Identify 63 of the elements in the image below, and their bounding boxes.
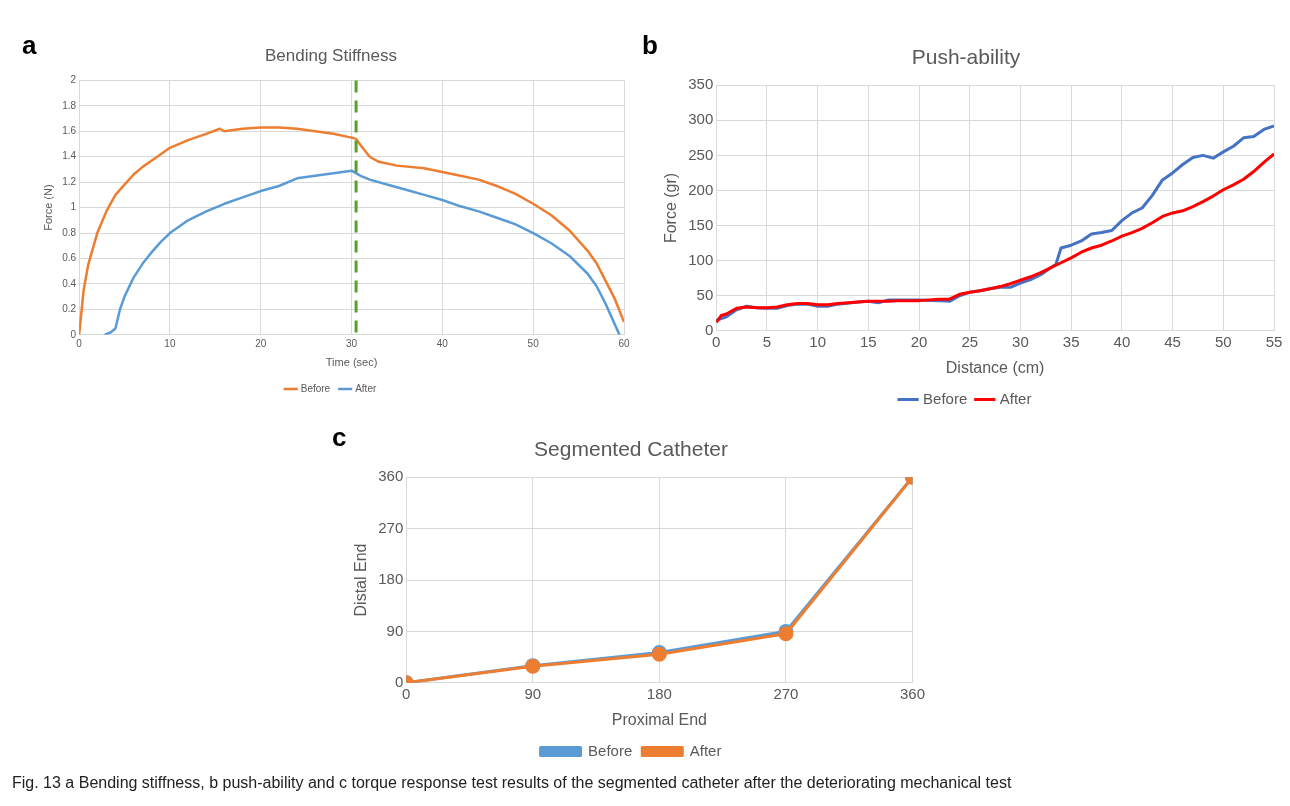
x-axis-title: Distance (cm) — [945, 358, 1045, 376]
x-axis-title: Time (sec) — [325, 356, 378, 369]
y-axis-title: Force (gr) — [662, 172, 680, 244]
text: b — [642, 30, 658, 61]
x-tick-label: 25 — [961, 332, 979, 350]
y-tick-label: 2 — [70, 74, 77, 86]
y-tick-label: 1.4 — [62, 150, 77, 162]
caption: Fig. 13 a Bending stiffness, b push-ability and c torque response test results of the segmented catheter after the deteriorating mechanical test — [12, 774, 1012, 792]
legend-label: After — [689, 741, 722, 759]
x-tick-label: 40 — [1113, 332, 1131, 350]
x-tick-label: 90 — [524, 684, 542, 702]
chart-title: Bending Stiffness — [265, 45, 397, 65]
text: a — [22, 30, 37, 61]
y-tick-label: 250 — [688, 145, 714, 163]
x-tick-label: 15 — [860, 332, 877, 350]
x-tick-label: 50 — [527, 337, 540, 349]
y-tick-label: 1.2 — [62, 175, 77, 187]
x-tick-label: 40 — [436, 337, 449, 349]
y-tick-label: 50 — [696, 285, 714, 303]
y-axis-title: Distal End — [352, 543, 370, 617]
y-tick-label: 0.2 — [62, 303, 77, 315]
legend-label: Before — [588, 741, 633, 759]
y-tick-label: 180 — [378, 570, 404, 588]
legend-label: After — [999, 389, 1032, 407]
y-tick-label: 1.6 — [62, 125, 77, 137]
x-tick-label: 30 — [345, 337, 358, 349]
y-tick-label: 150 — [688, 215, 714, 233]
chart-title: Push-ability — [911, 45, 1021, 69]
y-tick-label: 200 — [688, 180, 714, 198]
x-tick-label: 5 — [762, 332, 772, 350]
x-tick-label: 45 — [1164, 332, 1181, 350]
x-tick-label: 10 — [164, 337, 176, 349]
x-tick-label: 50 — [1214, 332, 1232, 350]
y-tick-label: 90 — [386, 621, 404, 639]
x-tick-label: 270 — [773, 684, 799, 702]
y-tick-label: 360 — [378, 467, 404, 485]
legend-label: After — [355, 382, 377, 394]
y-tick-label: 0.6 — [62, 252, 77, 264]
x-tick-label: 20 — [910, 332, 928, 350]
y-tick-label: 0.8 — [62, 226, 77, 238]
y-tick-label: 300 — [688, 110, 714, 128]
x-tick-label: 55 — [1265, 332, 1283, 350]
y-tick-label: 0 — [394, 672, 404, 690]
x-tick-label: 10 — [809, 332, 826, 350]
x-tick-label: 20 — [255, 337, 267, 349]
y-axis-title: Force (N) — [41, 184, 54, 231]
x-tick-label: 180 — [646, 684, 672, 702]
legend-label: Before — [300, 382, 331, 394]
y-tick-label: 100 — [688, 250, 714, 268]
x-axis-title: Proximal End — [611, 710, 707, 728]
chart-title: Segmented Catheter — [534, 437, 728, 461]
y-tick-label: 1 — [70, 201, 77, 213]
y-tick-label: 0 — [704, 320, 714, 338]
y-tick-label: 270 — [378, 518, 404, 536]
y-tick-label: 1.8 — [62, 99, 77, 111]
y-tick-label: 350 — [688, 75, 714, 93]
text: c — [332, 422, 347, 453]
legend-label: Before — [923, 389, 968, 407]
x-tick-label: 35 — [1062, 332, 1080, 350]
x-tick-label: 360 — [899, 684, 925, 702]
x-tick-label: 60 — [618, 337, 630, 349]
x-tick-label: 30 — [1012, 332, 1029, 350]
y-tick-label: 0.4 — [62, 277, 77, 289]
